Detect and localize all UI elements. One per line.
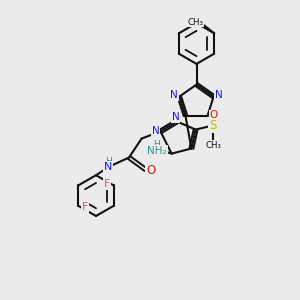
Text: CH₃: CH₃ bbox=[205, 141, 221, 150]
Text: O: O bbox=[209, 110, 218, 121]
Text: N: N bbox=[104, 161, 112, 172]
Text: N: N bbox=[172, 112, 179, 122]
Text: N: N bbox=[170, 90, 178, 100]
Text: O: O bbox=[146, 164, 155, 177]
Text: H: H bbox=[105, 157, 112, 166]
Text: H: H bbox=[153, 140, 160, 149]
Text: N: N bbox=[215, 90, 223, 100]
Text: S: S bbox=[209, 119, 217, 132]
Text: F: F bbox=[82, 202, 88, 212]
Text: NH₂: NH₂ bbox=[147, 146, 167, 156]
Text: F: F bbox=[104, 179, 110, 189]
Text: N: N bbox=[152, 126, 159, 136]
Text: CH₃: CH₃ bbox=[187, 18, 203, 27]
